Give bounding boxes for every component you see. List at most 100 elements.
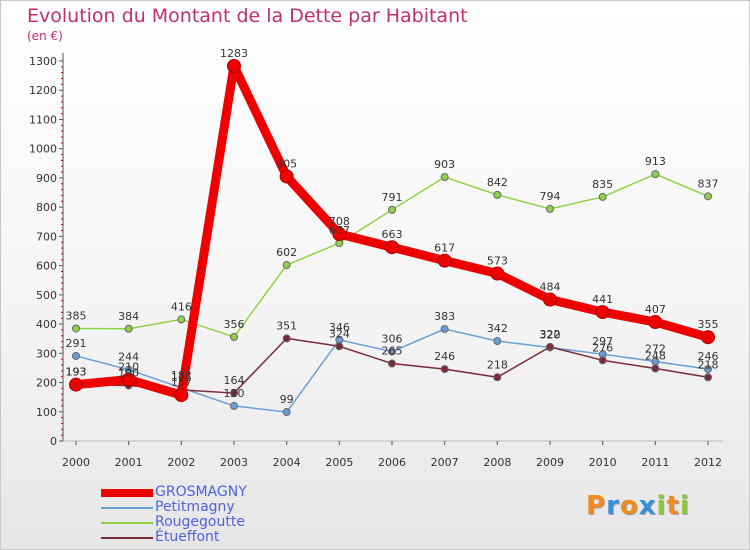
- data-label: 416: [171, 300, 192, 313]
- legend-label: Rougegoutte: [155, 514, 245, 530]
- data-label: 218: [487, 358, 508, 371]
- data-point: [651, 170, 660, 179]
- data-point: [651, 364, 660, 373]
- data-point: [704, 365, 712, 374]
- y-tick-label: 0: [50, 435, 57, 448]
- data-label: 355: [698, 318, 719, 331]
- x-tick-label: 2006: [378, 456, 406, 469]
- data-point: [440, 365, 449, 374]
- data-label: 835: [592, 178, 613, 191]
- data-label: 324: [329, 327, 350, 340]
- data-label: 157: [171, 376, 192, 389]
- data-label: 842: [487, 176, 508, 189]
- data-point: [704, 373, 712, 382]
- data-label: 175: [171, 371, 192, 384]
- data-label: 272: [645, 342, 666, 355]
- data-label: 182: [171, 369, 192, 382]
- logo-letter: r: [606, 491, 620, 521]
- legend-label: Petitmagny: [155, 499, 235, 515]
- data-point: [493, 373, 502, 382]
- data-point: [174, 388, 189, 403]
- data-point: [385, 240, 399, 255]
- legend-item: GROSMAGNY: [101, 485, 247, 500]
- data-point: [282, 261, 291, 270]
- data-label: 320: [540, 328, 561, 341]
- y-tick-label: 900: [36, 172, 57, 185]
- data-point: [388, 359, 396, 368]
- data-point: [121, 372, 136, 387]
- x-tick-label: 2002: [167, 456, 195, 469]
- data-label: 99: [280, 393, 294, 406]
- data-point: [493, 337, 502, 346]
- data-point: [230, 401, 238, 410]
- data-label: 265: [382, 345, 403, 358]
- data-label: 190: [118, 366, 139, 379]
- logo-letter: o: [619, 491, 639, 521]
- x-tick-label: 2007: [431, 456, 459, 469]
- data-point: [701, 330, 715, 345]
- data-label: 276: [592, 341, 613, 354]
- data-point: [230, 389, 238, 398]
- data-point: [493, 190, 502, 199]
- legend: GROSMAGNY Petitmagny Rougegoutte Étueffont: [101, 485, 247, 545]
- x-tick-label: 2011: [641, 456, 669, 469]
- data-point: [598, 356, 607, 365]
- data-label: 244: [118, 351, 139, 364]
- data-label: 297: [592, 335, 613, 348]
- data-label: 573: [487, 255, 508, 268]
- data-label: 210: [118, 361, 139, 374]
- x-tick-label: 2005: [325, 456, 353, 469]
- data-point: [69, 377, 83, 392]
- data-label: 1283: [220, 47, 248, 60]
- data-label: 218: [698, 358, 719, 371]
- data-label: 248: [645, 350, 666, 363]
- x-tick-label: 2003: [220, 456, 248, 469]
- y-tick-label: 500: [36, 289, 57, 302]
- data-label: 384: [118, 310, 139, 323]
- y-tick-label: 700: [36, 230, 57, 243]
- data-label: 484: [540, 281, 561, 294]
- data-point: [279, 169, 294, 184]
- data-label: 306: [382, 333, 403, 346]
- legend-swatch: [101, 521, 153, 524]
- legend-swatch: [101, 536, 153, 539]
- data-label: 663: [382, 228, 403, 241]
- data-label: 164: [224, 374, 245, 387]
- data-point: [177, 315, 186, 324]
- data-label: 407: [645, 303, 666, 316]
- data-label: 837: [698, 177, 719, 190]
- data-label: 356: [224, 318, 245, 331]
- data-label: 342: [487, 322, 508, 335]
- data-label: 383: [434, 310, 455, 323]
- data-point: [72, 351, 80, 360]
- y-tick-label: 200: [36, 377, 57, 390]
- legend-swatch: [101, 506, 153, 509]
- data-label: 322: [540, 328, 561, 341]
- data-label: 385: [66, 309, 87, 322]
- data-point: [335, 342, 344, 351]
- data-label: 346: [329, 321, 350, 334]
- logo-letter: t: [666, 491, 680, 521]
- data-point: [440, 325, 449, 334]
- legend-item: Petitmagny: [101, 500, 247, 515]
- data-point: [437, 253, 452, 268]
- legend-label: Étueffont: [155, 529, 220, 545]
- data-label: 246: [434, 350, 455, 363]
- data-label: 617: [434, 242, 455, 255]
- data-point: [543, 292, 557, 307]
- data-label: 903: [434, 158, 455, 171]
- data-point: [440, 173, 449, 182]
- data-point: [227, 58, 241, 73]
- y-tick-label: 1100: [29, 113, 57, 126]
- x-tick-label: 2001: [115, 456, 143, 469]
- data-point: [388, 347, 396, 356]
- legend-swatch: [101, 488, 153, 497]
- data-point: [282, 408, 291, 417]
- data-label: 193: [66, 366, 87, 379]
- data-label: 791: [382, 191, 403, 204]
- data-point: [490, 266, 505, 281]
- data-point: [546, 204, 554, 213]
- data-point: [598, 192, 607, 201]
